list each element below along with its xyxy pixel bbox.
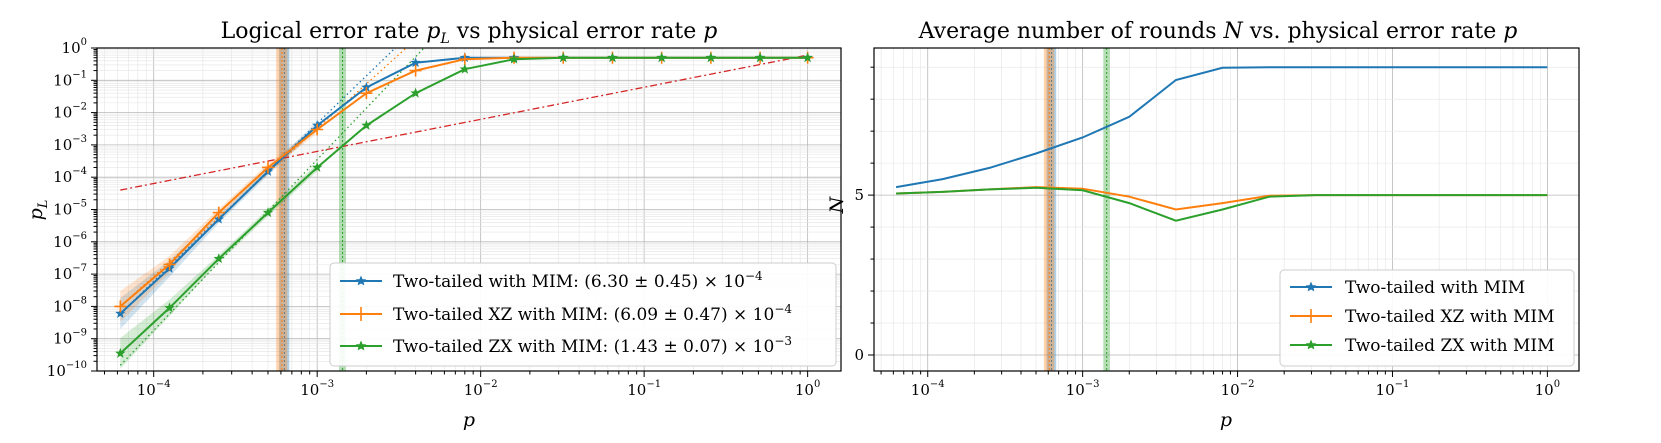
right-legend-box: [1279, 269, 1575, 367]
right-x-axis-label: p: [1220, 409, 1232, 431]
left-plot-frame: [96, 47, 842, 372]
right-x-ticks: 10−4 10−3 10−2 10−1 100: [880, 371, 1560, 399]
legend-star-marker: [1305, 281, 1317, 292]
data-point-star: [754, 52, 766, 63]
left-legend-label-2: Two-tailed ZX with MIM: (1.43 ± 0.07) × …: [393, 334, 792, 357]
y-tick-label: 5: [854, 186, 864, 204]
right-chart: Average number of rounds N vs. physical …: [826, 19, 1580, 431]
y-tick-label: 0: [854, 346, 864, 364]
data-point-star: [459, 63, 471, 74]
right-chart-title: Average number of rounds N vs. physical …: [918, 19, 1518, 44]
data-point-plus: [212, 206, 225, 219]
data-point-star: [311, 161, 323, 172]
y-tick-label: 10−10: [47, 360, 87, 380]
left-y-ticks: 100 10−1 10−2 10−3 10−4 10−5 10−6 10−7 10−8 10−9 1…: [47, 37, 97, 380]
reference-line: [120, 54, 808, 191]
data-point-star: [213, 213, 224, 224]
left-legend-label-1: Two-tailed XZ with MIM: (6.09 ± 0.47) × …: [393, 302, 792, 325]
data-point-star: [607, 52, 618, 63]
data-point-star: [213, 253, 224, 264]
right-legend-label-1: Two-tailed XZ with MIM: [1345, 307, 1554, 327]
data-point-star: [558, 52, 569, 63]
y-tick-label: 10−4: [53, 166, 87, 186]
y-tick-label: 10−2: [53, 102, 87, 122]
data-point-star: [115, 308, 126, 319]
data-point-star: [705, 52, 717, 63]
left-legend-item-0: Two-tailed with MIM: (6.30 ± 0.45) × 10−…: [340, 269, 763, 292]
data-point-plus: [163, 258, 176, 271]
y-tick-label: 10−9: [53, 328, 87, 348]
x-tick-label: 10−3: [300, 379, 334, 399]
left-chart-title: Logical error rate pL vs physical error …: [221, 19, 718, 47]
fit-line-0: [119, 48, 396, 315]
data-point-star: [410, 57, 421, 68]
left-y-axis-label: pL: [25, 200, 51, 221]
y-tick-label: 10−5: [53, 199, 87, 219]
right-grid: [874, 48, 1579, 371]
data-point-star: [361, 81, 372, 92]
data-point-plus: [409, 64, 422, 77]
right-threshold-bands: [1043, 48, 1110, 371]
left-legend: Two-tailed with MIM: (6.30 ± 0.45) × 10−…: [329, 262, 837, 367]
legend-star-marker: [1305, 339, 1317, 350]
data-point-plus: [458, 53, 471, 66]
x-tick-label: 10−1: [1376, 379, 1410, 399]
left-legend-label-0: Two-tailed with MIM: (6.30 ± 0.45) × 10−…: [393, 269, 763, 292]
right-legend-item-1: Two-tailed XZ with MIM: [1290, 307, 1554, 327]
y-tick-label: 10−8: [53, 295, 87, 315]
y-tick-label: 10−7: [53, 263, 87, 283]
x-tick-label: 10−3: [1066, 379, 1100, 399]
series-line-0: [895, 66, 1548, 189]
left-chart: Logical error rate pL vs physical error …: [25, 19, 842, 431]
x-tick-label: 10−4: [911, 379, 945, 399]
fit-line-1: [119, 48, 407, 307]
data-point-plus: [311, 123, 324, 136]
data-point-star: [410, 87, 421, 98]
left-legend-item-1: Two-tailed XZ with MIM: (6.09 ± 0.47) × …: [340, 302, 792, 325]
x-tick-label: 10−1: [627, 379, 661, 399]
fit-line-2: [119, 48, 425, 366]
x-tick-label: 10−2: [464, 379, 498, 399]
left-x-axis-label: p: [463, 409, 475, 431]
right-y-axis-label: N: [826, 195, 848, 214]
data-point-plus: [360, 87, 373, 100]
confidence-band-2: [120, 163, 318, 369]
left-series-lines: [114, 48, 814, 366]
left-x-ticks: 10−4 10−3 10−2 10−1 100: [103, 371, 820, 399]
data-point-star: [361, 119, 372, 130]
x-tick-label: 10−4: [137, 379, 171, 399]
right-legend-label-0: Two-tailed with MIM: [1345, 278, 1525, 298]
left-legend-box: [329, 262, 837, 367]
right-y-ticks: 05: [854, 66, 874, 364]
data-point-star: [656, 52, 667, 63]
data-point-plus: [261, 161, 274, 174]
y-tick-label: 100: [62, 37, 87, 57]
right-legend-label-2: Two-tailed ZX with MIM: [1345, 336, 1554, 356]
data-point-star: [508, 53, 520, 64]
data-point-plus: [114, 300, 127, 313]
right-plot-frame: [873, 47, 1580, 372]
data-point-star: [802, 52, 813, 63]
right-legend: Two-tailed with MIM Two-tailed XZ with M…: [1279, 269, 1575, 367]
legend-star-marker: [355, 275, 367, 286]
legend-plus-marker: [1304, 309, 1318, 323]
data-point-star: [115, 347, 126, 358]
series-line-2: [896, 186, 1548, 222]
left-legend-item-2: Two-tailed ZX with MIM: (1.43 ± 0.07) × …: [340, 334, 792, 357]
legend-plus-marker: [354, 307, 368, 321]
x-tick-label: 100: [795, 379, 820, 399]
right-series-lines: [895, 66, 1548, 222]
y-tick-label: 10−3: [53, 134, 87, 154]
y-tick-label: 10−1: [53, 69, 87, 89]
x-tick-label: 10−2: [1221, 379, 1255, 399]
right-legend-item-2: Two-tailed ZX with MIM: [1290, 336, 1554, 356]
data-point-star: [262, 207, 274, 218]
legend-star-marker: [355, 340, 367, 351]
x-tick-label: 100: [1535, 379, 1560, 399]
y-tick-label: 10−6: [53, 231, 87, 251]
right-legend-item-0: Two-tailed with MIM: [1290, 278, 1525, 298]
series-line-1: [896, 186, 1548, 211]
data-point-star: [164, 302, 175, 313]
